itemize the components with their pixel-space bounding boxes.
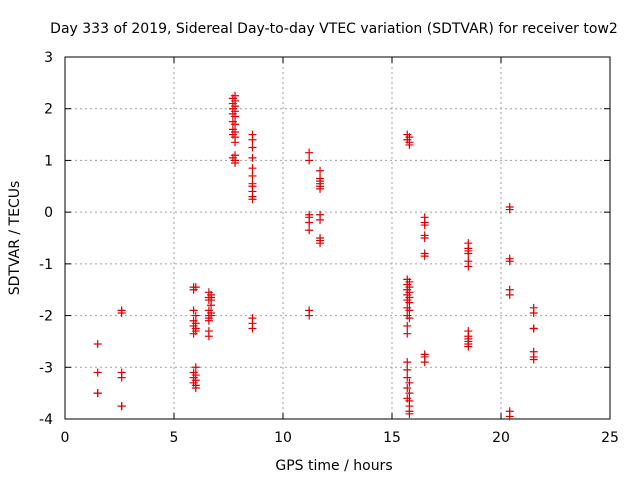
data-point — [405, 140, 414, 149]
y-tick-label: 1 — [44, 153, 53, 169]
data-point — [231, 112, 240, 121]
data-point — [204, 316, 213, 325]
data-point — [248, 171, 257, 180]
y-tick-label: 0 — [44, 205, 53, 221]
data-point — [405, 298, 414, 307]
data-point — [191, 371, 200, 380]
data-point — [316, 184, 325, 193]
data-point — [505, 202, 514, 211]
data-point — [405, 306, 414, 315]
data-point — [420, 252, 429, 261]
data-point — [248, 324, 257, 333]
y-tick-label: 2 — [44, 102, 53, 118]
data-point — [529, 324, 538, 333]
data-point — [403, 321, 412, 330]
x-tick-label: 0 — [61, 430, 70, 446]
y-tick-label: -2 — [39, 309, 53, 325]
data-point — [248, 195, 257, 204]
data-point — [191, 311, 200, 320]
data-point — [316, 215, 325, 224]
data-point — [420, 221, 429, 230]
data-point — [505, 290, 514, 299]
data-point — [403, 373, 412, 382]
data-point — [464, 262, 473, 271]
x-axis: 0 5 10 15 20 25 — [61, 57, 619, 446]
data-point — [93, 368, 102, 377]
data-point — [231, 120, 240, 129]
data-point — [117, 402, 126, 411]
data-point — [191, 327, 200, 336]
y-tick-label: -4 — [39, 412, 53, 428]
grid — [65, 57, 610, 419]
data-point — [305, 311, 314, 320]
data-point — [403, 365, 412, 374]
data-point — [464, 337, 473, 346]
data-point — [117, 373, 126, 382]
data-point — [305, 218, 314, 227]
data-point — [191, 283, 200, 292]
data-point — [204, 332, 213, 341]
data-point — [305, 156, 314, 165]
x-tick-label: 25 — [601, 430, 619, 446]
x-tick-label: 15 — [383, 430, 401, 446]
data-point — [420, 358, 429, 367]
data-point — [505, 412, 514, 421]
data-point — [529, 308, 538, 317]
y-tick-label: 3 — [44, 50, 53, 66]
data-point — [93, 340, 102, 349]
data-point — [316, 239, 325, 248]
data-point — [305, 226, 314, 235]
data-point — [248, 135, 257, 144]
data-point — [403, 329, 412, 338]
data-point — [189, 306, 198, 315]
data-point — [207, 311, 216, 320]
data-point — [248, 143, 257, 152]
data-point — [231, 138, 240, 147]
y-tick-label: -3 — [39, 360, 53, 376]
x-tick-label: 20 — [492, 430, 510, 446]
data-point — [117, 308, 126, 317]
y-axis-label: SDTVAR / TECUs — [7, 181, 23, 296]
x-tick-label: 5 — [170, 430, 179, 446]
chart-title: Day 333 of 2019, Sidereal Day-to-day VTE… — [50, 21, 618, 37]
data-point — [191, 363, 200, 372]
data-point — [403, 383, 412, 392]
data-point — [405, 314, 414, 323]
data-point — [464, 249, 473, 258]
data-point — [405, 389, 414, 398]
y-axis: -4 -3 -2 -1 0 1 2 3 — [39, 50, 610, 428]
data-point — [191, 383, 200, 392]
x-tick-label: 10 — [274, 430, 292, 446]
data-point — [316, 166, 325, 175]
data-point — [405, 378, 414, 387]
data-point — [231, 159, 240, 168]
data-point — [505, 257, 514, 266]
data-point — [405, 409, 414, 418]
y-tick-label: -1 — [39, 257, 53, 273]
data-point — [207, 296, 216, 305]
data-point — [420, 234, 429, 242]
data-point — [248, 164, 257, 173]
data-points — [93, 91, 538, 421]
data-point — [403, 358, 412, 367]
x-axis-label: GPS time / hours — [275, 458, 392, 474]
data-point — [529, 355, 538, 364]
plot-frame — [64, 56, 611, 420]
data-point — [93, 389, 102, 398]
data-point — [248, 153, 257, 162]
data-point — [305, 148, 314, 157]
